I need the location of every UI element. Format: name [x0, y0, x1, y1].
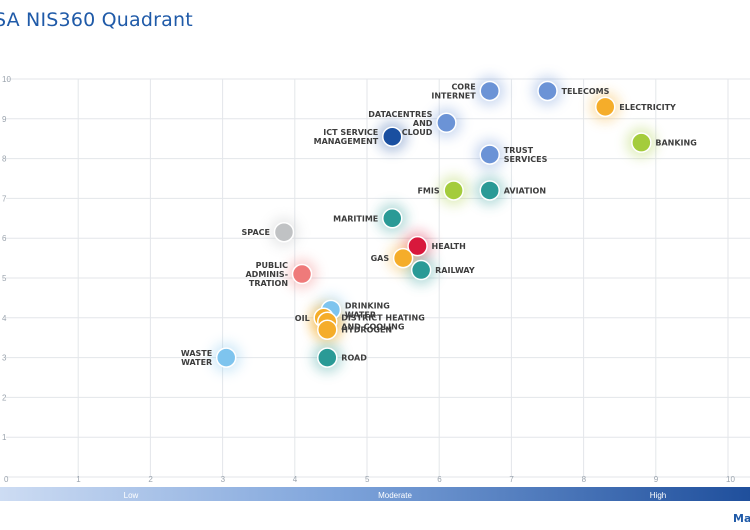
- point-label: SPACE: [242, 228, 270, 237]
- y-tick-label: 10: [2, 75, 11, 84]
- point-label: TRUST: [504, 146, 534, 155]
- point-label: WASTE: [181, 349, 212, 358]
- point-label: PUBLIC: [256, 261, 289, 270]
- level-scale-band: Low Moderate High Ma: [0, 487, 750, 525]
- data-point: [631, 132, 652, 153]
- x-tick-label: 9: [654, 475, 659, 484]
- y-tick-label: 8: [2, 155, 7, 164]
- point-label: ICT SERVICE: [323, 128, 378, 137]
- y-tick-label: 6: [2, 234, 7, 243]
- y-tick-label: 1: [2, 433, 7, 442]
- axis-ticks: 1 2 3 4 5 6 7 8 9 10 0 1 2 3 4 5 6 7 8 9 10: [2, 75, 735, 484]
- data-point: [479, 144, 500, 165]
- point-label: AVIATION: [504, 186, 546, 195]
- x-tick-label: 0: [4, 475, 9, 484]
- point-label: MANAGEMENT: [314, 137, 379, 146]
- point-label: GAS: [371, 254, 390, 263]
- x-tick-label: 1: [76, 475, 81, 484]
- data-point: [382, 126, 403, 147]
- data-point: [410, 259, 432, 281]
- data-point: [479, 80, 500, 102]
- data-point: [392, 247, 414, 269]
- x-tick-label: 10: [726, 475, 735, 484]
- point-label: AND: [413, 119, 433, 128]
- data-point: [291, 263, 313, 285]
- data-point: [436, 112, 457, 134]
- chart-title: SA NIS360 Quadrant: [0, 9, 193, 31]
- data-point: [443, 180, 464, 201]
- point-label: TELECOMS: [562, 87, 610, 96]
- band-label-moderate: Moderate: [378, 491, 412, 500]
- data-point: [382, 208, 403, 229]
- point-label: RAILWAY: [435, 266, 475, 275]
- data-point: [317, 319, 338, 340]
- level-band: [0, 487, 750, 501]
- point-label: CORE: [451, 82, 475, 91]
- data-point: [215, 347, 237, 368]
- x-tick-label: 5: [365, 475, 370, 484]
- x-tick-label: 8: [582, 475, 587, 484]
- x-tick-label: 4: [293, 475, 298, 484]
- point-label: DATACENTRES: [368, 110, 432, 119]
- point-label: WATER: [345, 310, 376, 319]
- x-tick-label: 7: [509, 475, 514, 484]
- data-point: [537, 80, 558, 102]
- y-tick-label: 7: [2, 194, 7, 203]
- point-label: AND COOLING: [341, 322, 404, 331]
- data-point: [273, 221, 295, 243]
- data-point: [479, 180, 500, 201]
- point-label: TRATION: [249, 279, 288, 288]
- point-label: OIL: [295, 314, 310, 323]
- x-tick-label: 2: [148, 475, 153, 484]
- data-point: [595, 96, 616, 118]
- point-label: ROAD: [341, 354, 367, 363]
- x-tick-label: 3: [221, 475, 226, 484]
- y-tick-label: 3: [2, 354, 7, 363]
- data-point: [317, 347, 338, 368]
- point-label: CLOUD: [402, 128, 433, 137]
- y-tick-label: 9: [2, 115, 7, 124]
- point-label: INTERNET: [431, 91, 476, 100]
- point-label: MARITIME: [333, 214, 378, 223]
- band-label-low: Low: [124, 491, 139, 500]
- point-label: ELECTRICITY: [619, 103, 676, 112]
- band-label-high: High: [650, 491, 666, 500]
- point-label: ADMINIS-: [245, 270, 288, 279]
- point-label: HEALTH: [432, 242, 466, 251]
- point-label: SERVICES: [504, 155, 548, 164]
- data-point: [407, 235, 428, 257]
- y-tick-label: 4: [2, 314, 7, 323]
- point-label: DISTRICT HEATING: [341, 313, 425, 322]
- data-points: [215, 80, 652, 368]
- point-label: WATER: [181, 358, 212, 367]
- x-tick-label: 6: [437, 475, 442, 484]
- axis-corner-label: Ma: [733, 512, 750, 525]
- point-label: BANKING: [655, 139, 696, 148]
- y-tick-label: 2: [2, 393, 7, 402]
- point-label: FMIS: [417, 186, 439, 195]
- point-label: HYDROGEN: [341, 326, 392, 335]
- point-label: DRINKING: [345, 301, 390, 310]
- y-tick-label: 5: [2, 274, 7, 283]
